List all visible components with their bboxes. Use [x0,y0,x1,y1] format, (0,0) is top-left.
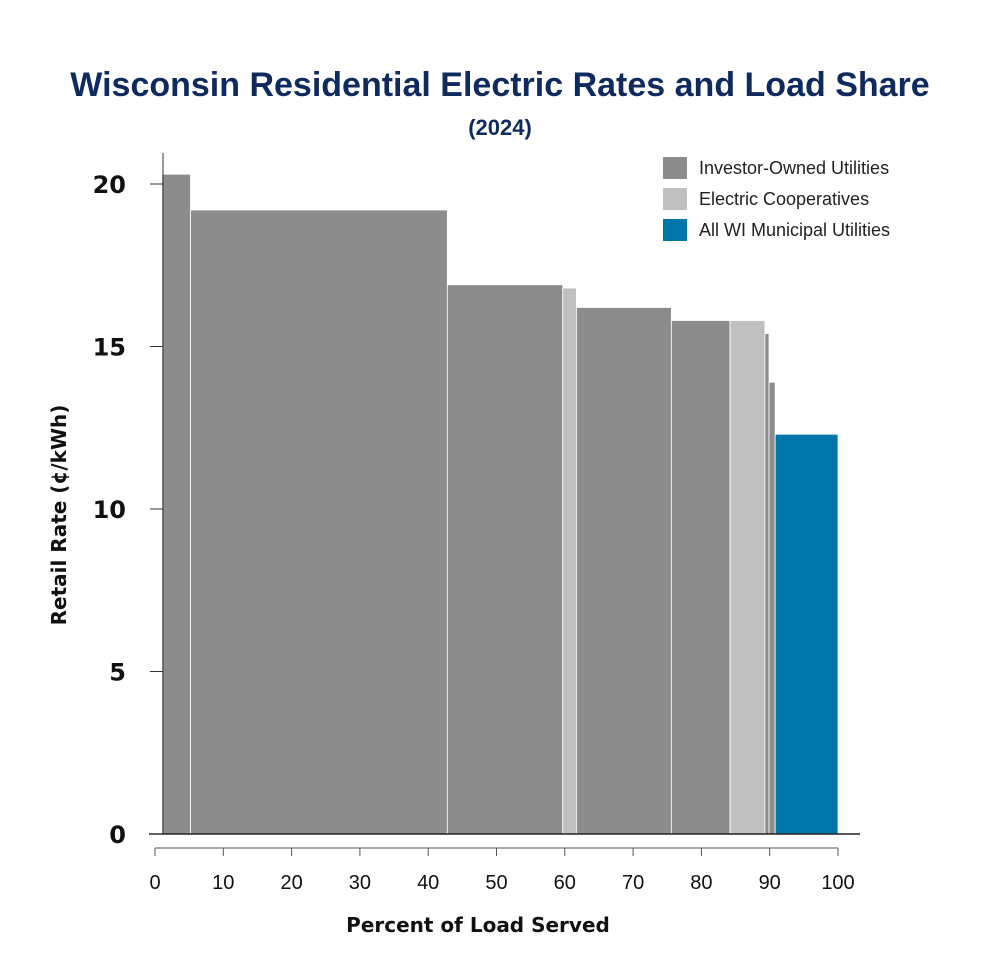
bar-8 [764,333,770,835]
x-ticks: 0 10 20 30 40 50 60 70 80 90 100 [149,848,855,894]
bar-7 [729,320,766,835]
bar-1 [161,173,191,835]
x-tick-label-0: 0 [149,872,160,894]
x-tick-label-40: 40 [417,872,439,894]
y-ticks: 0 5 10 15 20 [93,171,163,849]
x-tick-label-10: 10 [212,872,234,894]
x-tick-label-50: 50 [485,872,507,894]
chart-subtitle: (2024) [468,115,532,140]
bars-layer [161,173,839,835]
x-tick-label-70: 70 [622,872,644,894]
chart-title: Wisconsin Residential Electric Rates and… [70,66,929,104]
bar-5 [576,307,672,835]
x-tick-label-90: 90 [759,872,781,894]
y-tick-label-5: 5 [109,659,126,687]
y-axis-label: Retail Rate (¢/kWh) [47,405,71,626]
bar-2 [190,209,448,835]
x-tick-label-60: 60 [554,872,576,894]
bar-3 [446,284,564,835]
y-tick-label-0: 0 [109,821,126,849]
legend-swatch-1 [663,157,687,179]
bar-10 [774,433,839,835]
y-tick-label-15: 15 [93,334,126,362]
bar-9 [768,381,776,835]
x-tick-label-100: 100 [821,872,854,894]
x-tick-label-20: 20 [280,872,302,894]
legend-label-1: Investor-Owned Utilities [699,158,889,178]
legend-label-3: All WI Municipal Utilities [699,220,890,240]
legend-label-2: Electric Cooperatives [699,189,869,209]
x-tick-label-30: 30 [349,872,371,894]
legend-swatch-2 [663,188,687,210]
bar-6 [670,320,731,835]
x-axis-label: Percent of Load Served [346,913,610,937]
y-tick-label-10: 10 [93,496,126,524]
y-tick-label-20: 20 [93,171,126,199]
legend-swatch-3 [663,219,687,241]
legend: Investor-Owned Utilities Electric Coopera… [663,157,890,241]
bar-4 [562,287,577,835]
x-tick-label-80: 80 [690,872,712,894]
